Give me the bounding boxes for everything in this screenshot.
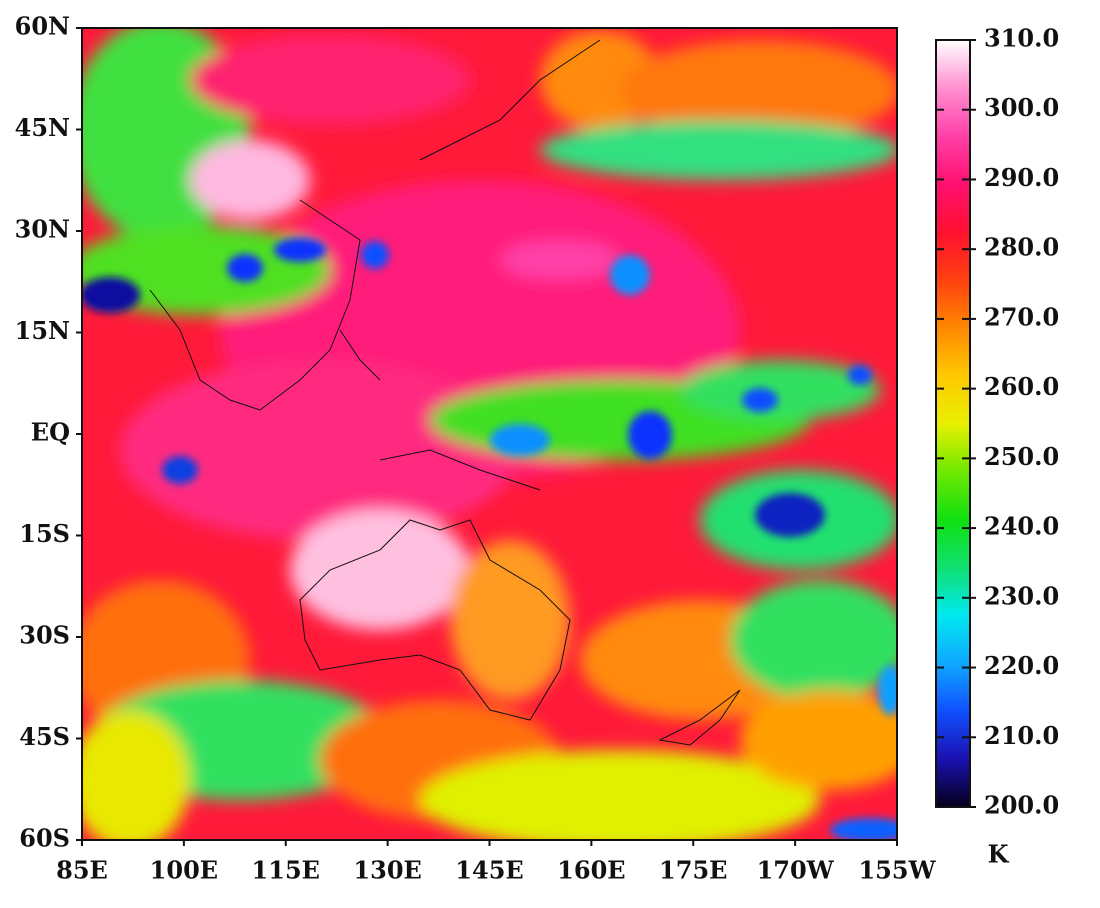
colorbar-tick-label: 230.0	[984, 581, 1059, 610]
colorbar-tick-label: 210.0	[984, 721, 1059, 750]
colorbar-tick-label: 220.0	[984, 651, 1059, 680]
colorbar-tick-label: 310.0	[984, 24, 1059, 53]
colorbar	[935, 39, 971, 808]
colorbar-tick-label: 290.0	[984, 163, 1059, 192]
x-tick-label: 175E	[659, 856, 727, 885]
y-tick-label: 45N	[15, 113, 70, 142]
x-tick-label: 170W	[757, 856, 835, 885]
y-tick-label: 15S	[19, 519, 70, 548]
x-tick-label: 145E	[455, 856, 523, 885]
x-tick-label: 160E	[557, 856, 625, 885]
x-tick-label: 115E	[252, 856, 320, 885]
colorbar-tick-label: 250.0	[984, 442, 1059, 471]
satellite-image	[82, 28, 897, 840]
y-tick-label: 60N	[15, 12, 70, 41]
colorbar-tick-label: 200.0	[984, 791, 1059, 820]
x-tick-label: 130E	[353, 856, 421, 885]
colorbar-tick-label: 270.0	[984, 302, 1059, 331]
x-tick-label: 155W	[858, 856, 936, 885]
x-tick-label: 85E	[56, 856, 108, 885]
colorbar-tick-label: 300.0	[984, 93, 1059, 122]
y-tick-label: 30N	[15, 215, 70, 244]
y-tick-label: EQ	[31, 418, 70, 447]
colorbar-tick-label: 240.0	[984, 512, 1059, 541]
colorbar-unit: K	[988, 840, 1010, 869]
x-tick-label: 100E	[150, 856, 218, 885]
y-tick-label: 45S	[19, 722, 70, 751]
colorbar-tick-label: 260.0	[984, 372, 1059, 401]
y-tick-label: 60S	[19, 824, 70, 853]
y-tick-label: 30S	[19, 621, 70, 650]
y-tick-label: 15N	[15, 316, 70, 345]
colorbar-tick-label: 280.0	[984, 233, 1059, 262]
